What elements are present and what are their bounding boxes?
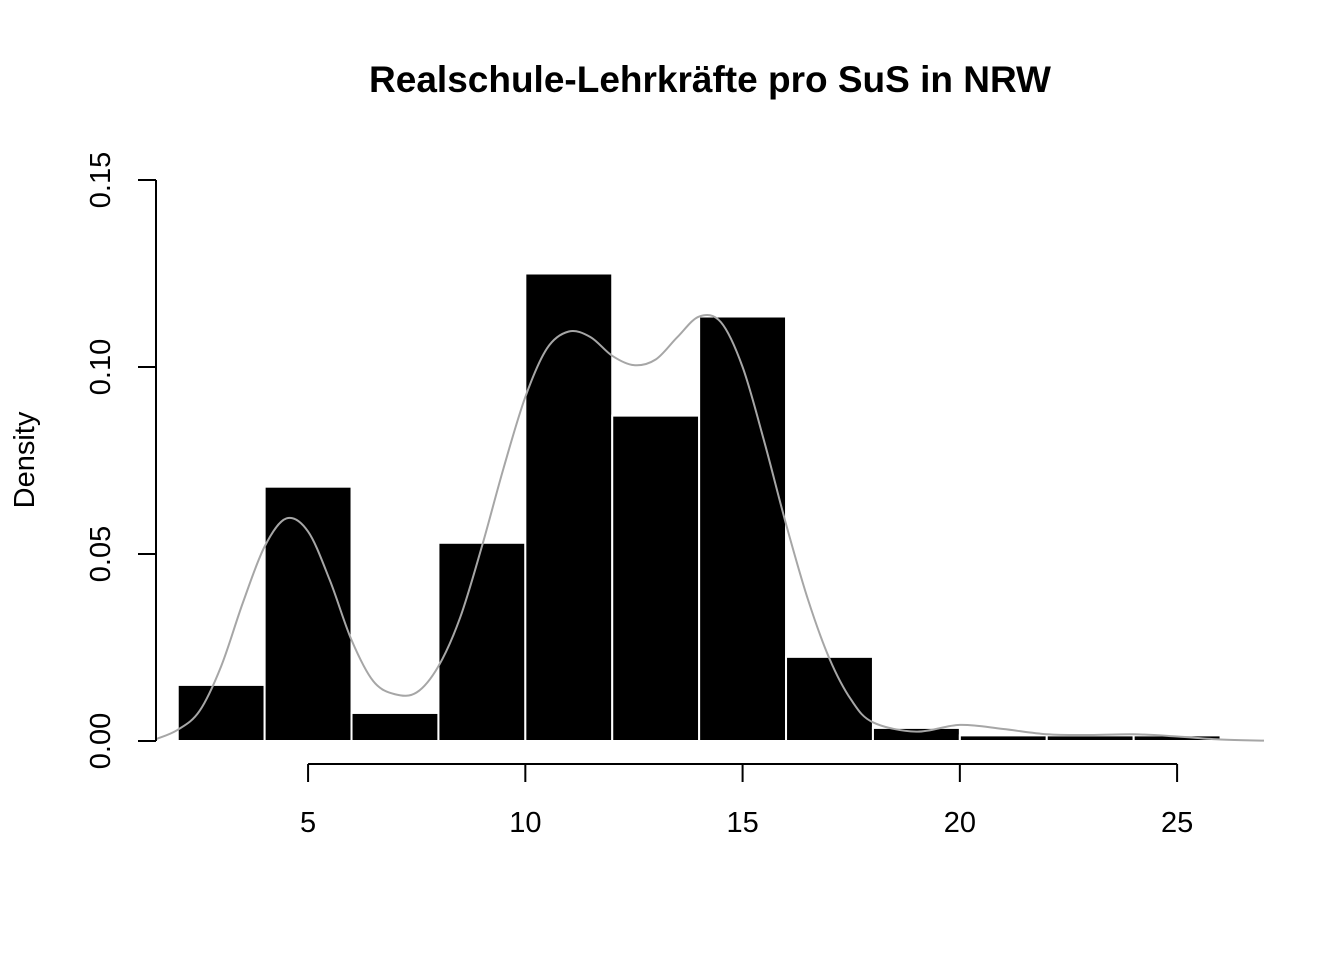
x-tick-label: 10 bbox=[509, 807, 541, 839]
x-tick-label: 20 bbox=[944, 807, 976, 839]
x-tick-label: 25 bbox=[1161, 807, 1193, 839]
x-tick-label: 5 bbox=[300, 807, 316, 839]
histogram-bar bbox=[698, 315, 788, 742]
histogram-bar bbox=[437, 541, 527, 743]
histogram-bar bbox=[1045, 734, 1135, 743]
histogram-bar bbox=[1132, 734, 1222, 743]
density-curve bbox=[155, 313, 1265, 742]
histogram-bar bbox=[611, 414, 701, 742]
x-axis: 5 10 15 20 25 bbox=[300, 763, 1193, 839]
y-axis: 0.00 0.05 0.10 0.15 bbox=[85, 152, 157, 769]
y-axis-label: Density bbox=[9, 411, 41, 508]
histogram-bar bbox=[524, 272, 614, 742]
y-tick-label: 0.15 bbox=[85, 152, 117, 208]
histogram-bar bbox=[263, 485, 353, 742]
histogram-bar bbox=[785, 655, 874, 742]
histogram-bar bbox=[176, 683, 266, 743]
bars-group bbox=[176, 272, 1222, 743]
histogram-bar bbox=[350, 711, 440, 743]
y-tick-label: 0.00 bbox=[85, 713, 117, 769]
y-tick-label: 0.10 bbox=[85, 339, 117, 395]
chart-title: Realschule-Lehrkräfte pro SuS in NRW bbox=[369, 59, 1051, 100]
histogram-bar bbox=[958, 734, 1048, 743]
y-tick-label: 0.05 bbox=[85, 526, 117, 582]
histogram-bar bbox=[871, 726, 961, 742]
x-tick-label: 15 bbox=[726, 807, 758, 839]
